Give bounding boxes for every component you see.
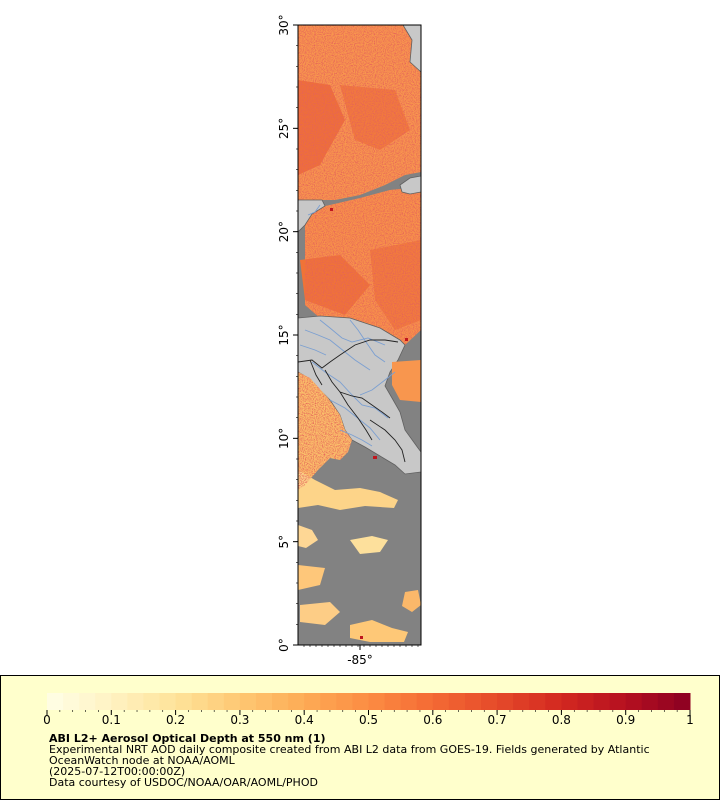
colorbar-tick-label: 0.3 <box>230 713 249 727</box>
colorbar-tick-label: 0.2 <box>166 713 185 727</box>
colorbar-tick-label: 0.5 <box>359 713 378 727</box>
lat-tick-label: 5° <box>277 535 291 549</box>
aod-field-north <box>298 25 421 345</box>
colorbar-cells <box>47 693 691 710</box>
legend-panel: 0 0.1 0.2 0.3 0.4 0.5 0.6 0.7 0.8 0.9 1 ABI L2+ Ae… <box>0 675 720 800</box>
rivers <box>299 204 396 447</box>
colorbar-cell <box>464 693 482 710</box>
colorbar-cell <box>673 693 691 710</box>
colorbar-cell <box>63 693 80 710</box>
colorbar-cell <box>657 693 675 710</box>
map-panel <box>298 25 421 645</box>
lat-tick-label: 10° <box>277 428 291 449</box>
colorbar-cell <box>384 693 402 710</box>
colorbar-cell <box>368 693 386 710</box>
lon-tick-label: -85° <box>347 653 373 667</box>
land-central-america <box>298 315 421 475</box>
aod-map-figure: 0° 5° 10° 15° 20° 25° 30° -85° <box>277 14 422 667</box>
land-north <box>402 25 421 73</box>
colorbar-cell <box>111 693 128 710</box>
colorbar: 0 0.1 0.2 0.3 0.4 0.5 0.6 0.7 0.8 0.9 1 <box>43 693 694 727</box>
hot-spots <box>330 208 408 639</box>
colorbar-cell <box>336 693 353 710</box>
colorbar-tick-label: 0.8 <box>552 713 571 727</box>
colorbar-cell <box>47 693 64 710</box>
colorbar-cell <box>545 693 562 710</box>
colorbar-tick-label: 1 <box>686 713 694 727</box>
colorbar-cell <box>400 693 418 710</box>
colorbar-cell <box>79 693 96 710</box>
colorbar-cell <box>416 693 434 710</box>
colorbar-cell <box>207 693 225 710</box>
colorbar-cell <box>191 693 209 710</box>
colorbar-cell <box>159 693 177 710</box>
colorbar-tick-label: 0.7 <box>488 713 507 727</box>
land-florida <box>399 175 421 195</box>
lat-tick-label: 25° <box>277 118 291 139</box>
colorbar-cell <box>320 693 337 710</box>
aod-field-south <box>298 360 421 642</box>
lat-tick-label: 0° <box>277 638 291 652</box>
colorbar-cell <box>352 693 369 710</box>
colorbar-cell <box>609 693 627 710</box>
colorbar-cell <box>593 693 611 710</box>
colorbar-ticks: 0 0.1 0.2 0.3 0.4 0.5 0.6 0.7 0.8 0.9 1 <box>43 710 694 727</box>
colorbar-cell <box>127 693 144 710</box>
colorbar-cell <box>143 693 161 710</box>
colorbar-cell <box>561 693 578 710</box>
colorbar-tick-label: 0.6 <box>423 713 442 727</box>
caption-timestamp: (2025-07-12T00:00:00Z) <box>49 765 186 778</box>
colorbar-cell <box>529 693 546 710</box>
caption-credit: Data courtesy of USDOC/NOAA/OAR/AOML/PHO… <box>49 776 318 789</box>
colorbar-cell <box>272 693 289 710</box>
caption-description-cont: OceanWatch node at NOAA/AOML <box>49 754 235 767</box>
colorbar-cell <box>239 693 257 710</box>
colorbar-cell <box>497 693 514 710</box>
colorbar-cell <box>432 693 450 710</box>
colorbar-tick-label: 0.4 <box>295 713 314 727</box>
colorbar-cell <box>481 693 498 710</box>
lat-tick-label: 20° <box>277 221 291 242</box>
colorbar-cell <box>577 693 595 710</box>
lat-tick-label: 30° <box>277 14 291 35</box>
colorbar-tick-label: 0.9 <box>616 713 635 727</box>
colorbar-cell <box>304 693 321 710</box>
colorbar-cell <box>175 693 193 710</box>
lat-tick-label: 15° <box>277 324 291 345</box>
borders <box>298 339 406 463</box>
colorbar-cell <box>95 693 112 710</box>
colorbar-cell <box>448 693 466 710</box>
colorbar-cell <box>625 693 643 710</box>
colorbar-cell <box>513 693 530 710</box>
colorbar-cell <box>288 693 305 710</box>
caption-title: ABI L2+ Aerosol Optical Depth at 550 nm … <box>49 732 326 745</box>
colorbar-cell <box>223 693 241 710</box>
colorbar-tick-label: 0.1 <box>102 713 121 727</box>
longitude-axis: -85° <box>303 645 419 667</box>
colorbar-cell <box>641 693 659 710</box>
caption-description: Experimental NRT AOD daily composite cre… <box>49 743 650 756</box>
latitude-axis: 0° 5° 10° 15° 20° 25° 30° <box>277 14 298 652</box>
colorbar-tick-label: 0 <box>43 713 51 727</box>
colorbar-cell <box>255 693 273 710</box>
